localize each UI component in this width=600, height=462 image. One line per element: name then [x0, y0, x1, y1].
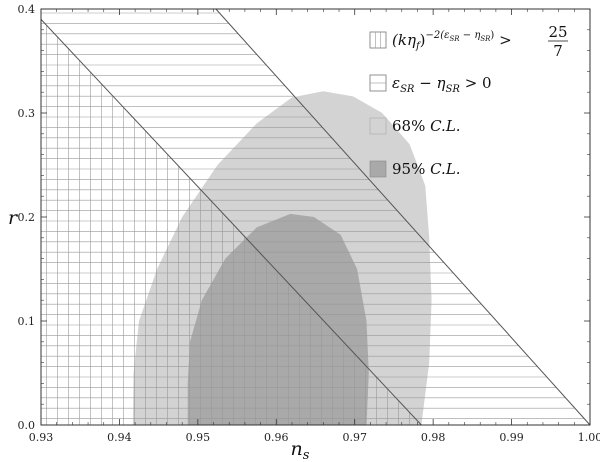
x-tick-label: 0.94: [107, 431, 132, 444]
legend-text-part: 95%: [392, 160, 430, 178]
y-tick-label: 0.1: [18, 315, 36, 328]
legend-text-part: − η: [414, 74, 445, 92]
legend-label-hatch-grid: (kηf)−2(εSR − ηSR) >: [392, 30, 512, 52]
y-tick-label: 0.3: [18, 107, 36, 120]
legend-fraction-numerator: 25: [548, 23, 567, 41]
legend-fraction-denominator: 7: [553, 42, 563, 60]
x-tick-label: 0.99: [499, 431, 524, 444]
x-axis-label: ns: [291, 438, 310, 462]
legend-label-dark: 95% C.L.: [392, 160, 461, 178]
x-tick-label: 0.98: [421, 431, 446, 444]
x-axis-label-main: n: [291, 438, 303, 460]
legend-text-part: f: [415, 41, 422, 52]
legend-text-part: ): [490, 30, 494, 41]
y-tick-label: 0.4: [18, 3, 36, 16]
legend-swatch-68: [369, 117, 387, 135]
legend-text-part: SR: [480, 35, 491, 43]
legend-swatch-95: [369, 160, 387, 178]
legend-label-light: 68% C.L.: [392, 117, 461, 135]
x-tick-label: 0.97: [342, 431, 367, 444]
legend-label-hatch-horizontal: εSR − ηSR > 0: [392, 74, 492, 95]
x-axis-ticks: 0.93 0.94 0.95 0.96 0.97 0.98 0.99 1.00: [29, 9, 600, 444]
y-axis-label: r: [8, 207, 19, 229]
legend-text-part: (kη: [392, 31, 416, 49]
constraint-line-1: [40, 19, 422, 426]
legend-text-part: SR: [446, 84, 461, 95]
legend-text-part: SR: [400, 84, 415, 95]
legend-text-part: > 0: [460, 74, 492, 92]
legend-text-part: >: [494, 31, 511, 49]
y-tick-label: 0.2: [18, 211, 36, 224]
x-tick-label: 0.95: [186, 431, 211, 444]
constraint-lines: [40, 8, 591, 426]
legend-text-part: ): [420, 31, 426, 49]
legend-text-part: − η: [460, 30, 481, 41]
legend-text-part: ε: [392, 74, 400, 92]
constraint-line-2: [215, 8, 591, 426]
x-tick-label: 0.93: [29, 431, 54, 444]
legend-text-part: SR: [450, 35, 461, 43]
legend-text-part: −2(ε: [426, 30, 450, 41]
legend-text-part: C.L.: [430, 160, 460, 178]
x-axis-label-sub: s: [303, 448, 310, 462]
legend-swatch-grid-hatch: [369, 31, 387, 49]
cl-region-95: [187, 213, 369, 425]
shaded-regions: [132, 91, 432, 425]
legend-swatch-horizontal-hatch: [369, 74, 387, 92]
x-tick-label: 1.00: [578, 431, 600, 444]
y-axis-ticks: 0.0 0.1 0.2 0.3 0.4: [18, 3, 590, 432]
hatch-regions: [41, 12, 585, 425]
x-tick-label: 0.96: [264, 431, 289, 444]
legend-text-part: C.L.: [430, 117, 460, 135]
y-tick-label: 0.0: [18, 419, 36, 432]
legend-text-part: 68%: [392, 117, 430, 135]
